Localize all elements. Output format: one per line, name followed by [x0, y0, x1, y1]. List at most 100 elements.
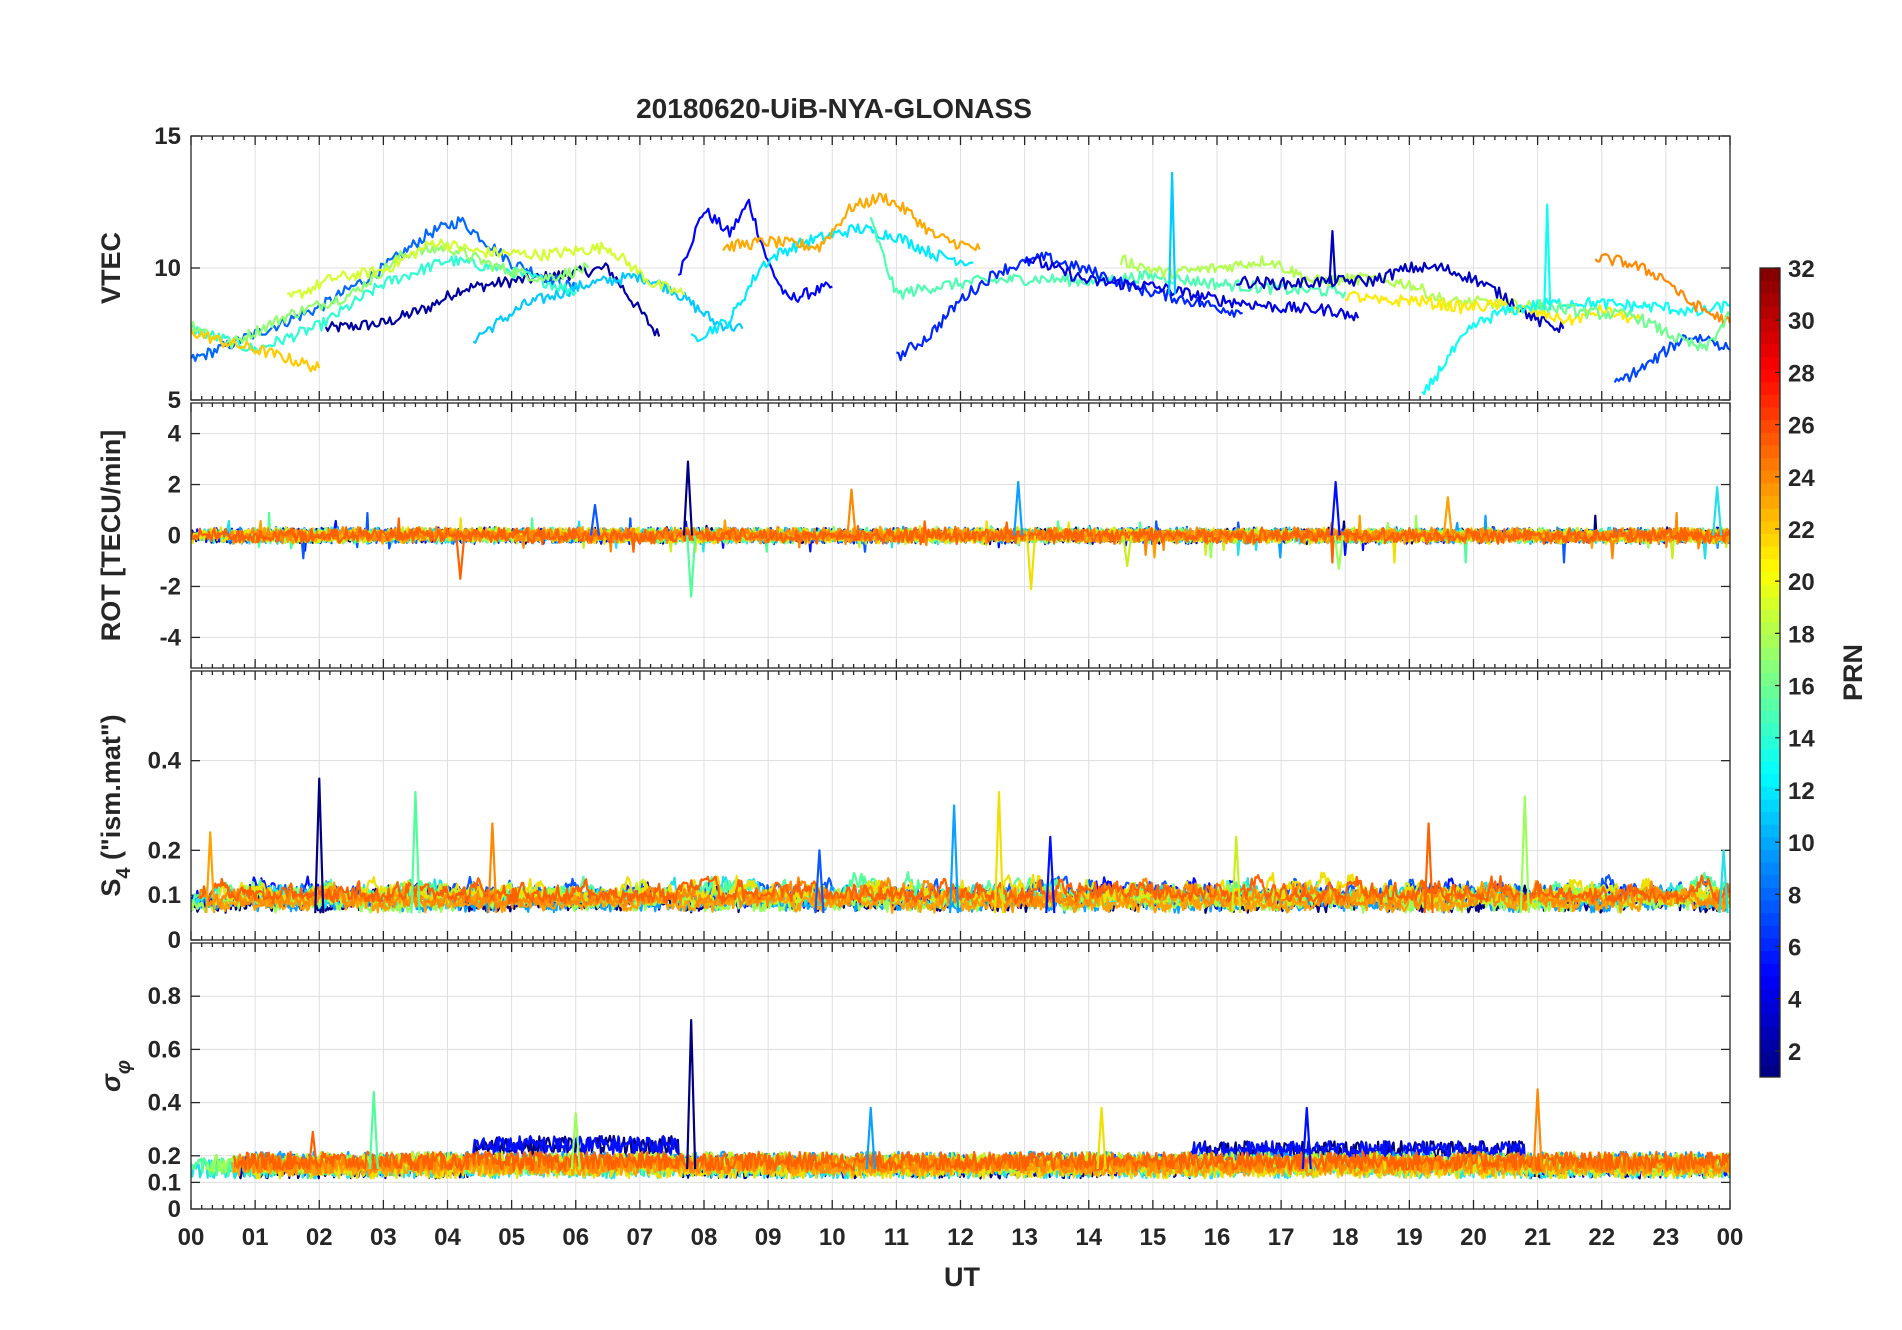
sigma_phi-spike	[865, 1106, 876, 1170]
y-tick-label: 5	[168, 387, 181, 414]
y-tick-label: 15	[154, 123, 181, 150]
x-tick-label: 08	[691, 1224, 718, 1251]
sigma_phi-spike	[307, 1130, 318, 1170]
colorbar-tick-label: 28	[1788, 360, 1815, 387]
vtec-series-prn-16	[1536, 298, 1730, 352]
s4-spike	[1519, 795, 1530, 914]
colorbar-band	[1760, 760, 1780, 775]
colorbar-band	[1760, 1039, 1780, 1053]
s4-spike	[410, 790, 421, 914]
vtec-spike	[1168, 171, 1177, 295]
colorbar-band	[1760, 950, 1780, 964]
colorbar-tick-label: 20	[1788, 569, 1815, 596]
y-axis-label-sigma_phi: σφ	[96, 1060, 135, 1092]
s4-spike	[205, 831, 216, 914]
panel-rot: -4 -2 0 2 4 ROT [TECU/min]	[96, 402, 1731, 669]
rot-spike	[846, 488, 857, 536]
y-tick-label: 0.1	[148, 882, 181, 909]
colorbar-band	[1760, 659, 1780, 673]
x-tick-label: 11	[884, 1224, 909, 1251]
x-tick-label: 00	[1717, 1224, 1744, 1251]
axes-frame-s4	[190, 670, 1731, 941]
axes-frame-sigma_phi	[190, 942, 1731, 1210]
y-tick-label: 0.4	[148, 748, 182, 775]
s4-spike	[1045, 835, 1056, 914]
x-tick-label: 19	[1396, 1224, 1423, 1251]
colorbar-band	[1760, 444, 1780, 459]
y-axis-label-rot: ROT [TECU/min]	[96, 430, 126, 641]
y-tick-label: 0.6	[148, 1036, 181, 1063]
colorbar-tick-label: 16	[1788, 674, 1815, 701]
colorbar-band	[1760, 280, 1780, 294]
vtec-series-prn-3	[1236, 261, 1565, 333]
s4-spike	[314, 777, 325, 914]
y-tick-label: 10	[154, 255, 181, 282]
colorbar-band	[1760, 685, 1780, 699]
x-tick-label: 10	[819, 1224, 846, 1251]
colorbar-band	[1760, 495, 1780, 509]
vtec-spike	[1328, 229, 1337, 284]
colorbar-band	[1760, 672, 1780, 686]
x-tick-label: 13	[1011, 1224, 1038, 1251]
colorbar-band	[1760, 432, 1780, 446]
x-tick-label: 00	[178, 1224, 205, 1251]
series-group-rot	[191, 460, 1730, 598]
vtec-series-prn-24	[1594, 253, 1730, 327]
sigma_phi-spike	[1096, 1106, 1107, 1170]
vtec-series-prn-12	[690, 223, 974, 343]
y-tick-label: 0.4	[148, 1090, 182, 1117]
series-group-sigma_phi	[191, 1019, 1730, 1180]
sigma_phi-spike	[570, 1112, 581, 1170]
colorbar-band	[1760, 925, 1780, 939]
series-group-s4	[191, 777, 1730, 914]
x-tick-label: 01	[242, 1224, 269, 1251]
colorbar-band	[1760, 305, 1780, 320]
y-tick-label: -4	[160, 624, 182, 651]
colorbar-band	[1760, 533, 1780, 547]
x-tick-label: 18	[1332, 1224, 1359, 1251]
x-tick-label: 17	[1268, 1224, 1295, 1251]
rot-spike	[1122, 535, 1133, 568]
colorbar-band	[1760, 621, 1780, 636]
x-tick-label: 09	[755, 1224, 782, 1251]
colorbar-band	[1760, 1013, 1780, 1027]
colorbar-band	[1760, 647, 1780, 661]
axes-frame-rot	[190, 402, 1731, 669]
s4-series-12	[199, 874, 1730, 905]
colorbar-band	[1760, 546, 1780, 560]
colorbar-band	[1760, 836, 1780, 850]
panel-sigma_phi: 00.10.2 0.4 0.6 0.8 σφ 00 01 02 03 04 05 06 07 08 09 10…	[96, 942, 1744, 1251]
vtec-series-prn-15	[869, 216, 1347, 300]
sigma_phi-spike	[1532, 1088, 1543, 1170]
rot-spike	[1330, 480, 1341, 536]
vtec-series-prn-22	[191, 327, 321, 373]
colorbar-band	[1760, 912, 1780, 926]
y-tick-label: 0.2	[148, 1143, 181, 1170]
colorbar-band	[1760, 975, 1780, 990]
s4-spike	[1231, 835, 1242, 914]
colorbar-tick-label: 22	[1788, 517, 1815, 544]
y-axis-label-vtec: VTEC	[96, 232, 126, 304]
x-tick-label: 12	[947, 1224, 974, 1251]
panel-s4: 0 0.1 0.2 0.4 S4 ("ism.mat")	[96, 670, 1731, 954]
colorbar-band	[1760, 963, 1780, 977]
colorbar-band	[1760, 824, 1780, 838]
x-tick-label: 21	[1524, 1224, 1551, 1251]
vtec-series-prn-8	[191, 216, 577, 362]
s4-spike	[948, 804, 960, 914]
s4-spike	[814, 849, 825, 914]
colorbar-band	[1760, 723, 1780, 737]
colorbar-band	[1760, 634, 1780, 648]
colorbar-tick-label: 30	[1788, 308, 1815, 335]
colorbar-band	[1760, 558, 1780, 572]
colorbar-band	[1760, 1001, 1780, 1015]
colorbar-band	[1760, 318, 1780, 332]
y-tick-label: 2	[168, 472, 181, 499]
vtec-series-prn-18	[1119, 254, 1539, 313]
colorbar-band	[1760, 596, 1780, 610]
colorbar-band	[1760, 419, 1780, 433]
axes-frame-vtec	[190, 135, 1731, 401]
colorbar-label: PRN	[1838, 644, 1868, 701]
